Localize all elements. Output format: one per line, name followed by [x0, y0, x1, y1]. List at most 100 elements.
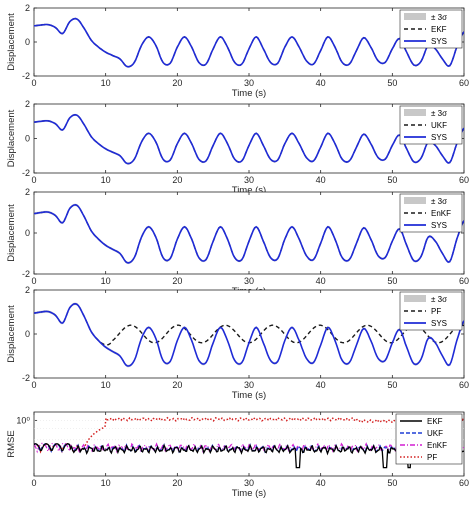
x-tick-label: 20	[172, 478, 182, 488]
legend-box	[395, 413, 463, 465]
y-tick-label: 0	[25, 228, 30, 238]
x-tick-label: 30	[244, 175, 254, 185]
y-axis-label: Displacement	[6, 13, 17, 71]
x-tick-label: 50	[387, 276, 397, 286]
y-axis-label: Displacement	[6, 204, 17, 262]
series-group	[34, 17, 464, 68]
x-tick-label: 60	[459, 478, 469, 488]
y-tick-label: -2	[22, 168, 30, 178]
plot-area	[34, 8, 464, 76]
x-tick-label: 20	[172, 276, 182, 286]
plot-area	[34, 104, 464, 173]
x-tick-label: 20	[172, 175, 182, 185]
legend-label: EKF	[427, 417, 443, 426]
x-tick-label: 60	[459, 380, 469, 390]
legend-band-swatch	[404, 109, 426, 116]
legend-band-swatch	[404, 295, 426, 302]
legend-band-swatch	[404, 13, 426, 20]
x-axis-label: Time (s)	[232, 488, 266, 499]
legend-band-swatch	[404, 197, 426, 204]
sys-line	[34, 302, 464, 367]
x-axis-label: Time (s)	[232, 390, 266, 401]
legend-label: SYS	[431, 221, 447, 230]
legend: ± 3σ EKF SYS	[399, 9, 463, 49]
x-tick-label: 30	[244, 78, 254, 88]
y-tick-label: 10⁰	[16, 415, 30, 425]
x-tick-label: 0	[31, 276, 36, 286]
enkf-rmse-line	[34, 441, 464, 454]
x-tick-label: 0	[31, 175, 36, 185]
pf-rmse-line	[34, 415, 464, 454]
x-tick-label: 10	[101, 78, 111, 88]
x-tick-label: 50	[387, 380, 397, 390]
legend-label: PF	[427, 453, 437, 462]
y-tick-label: 2	[25, 187, 30, 197]
series-group	[34, 203, 464, 265]
legend-label: SYS	[431, 319, 447, 328]
plot-area	[34, 192, 464, 274]
y-tick-label: -2	[22, 71, 30, 81]
legend-label: EKF	[431, 25, 447, 34]
legend-label: PF	[431, 307, 441, 316]
legend: ± 3σ UKF SYS	[399, 105, 463, 145]
y-axis-label: RMSE	[6, 430, 17, 457]
x-tick-label: 30	[244, 276, 254, 286]
legend: EKF UKF EnKF PF	[395, 413, 463, 465]
x-tick-label: 50	[387, 78, 397, 88]
legend-label: ± 3σ	[431, 13, 447, 22]
sys-line	[34, 113, 464, 165]
y-tick-label: 0	[25, 134, 30, 144]
x-tick-label: 40	[316, 478, 326, 488]
sys-line	[34, 203, 464, 264]
x-tick-label: 50	[387, 478, 397, 488]
legend-label: SYS	[431, 133, 447, 142]
ekf-rmse-line	[34, 443, 464, 469]
x-tick-label: 10	[101, 380, 111, 390]
legend-label: EnKF	[431, 209, 451, 218]
x-axis-label: Time (s)	[232, 185, 266, 196]
legend-label: ± 3σ	[431, 197, 447, 206]
legend: ± 3σ PF SYS	[399, 291, 463, 331]
x-tick-label: 10	[101, 276, 111, 286]
series-group	[34, 113, 464, 165]
y-axis-label: Displacement	[6, 109, 17, 167]
y-tick-label: 0	[25, 329, 30, 339]
x-tick-label: 20	[172, 380, 182, 390]
legend-label: ± 3σ	[431, 109, 447, 118]
x-tick-label: 50	[387, 175, 397, 185]
x-tick-label: 60	[459, 78, 469, 88]
panel-5: 0 10 20 30 40 50 60 10⁰ Time (s) RMSE EKF UKF EnKF PF	[6, 411, 469, 499]
x-tick-label: 60	[459, 276, 469, 286]
legend-label: SYS	[431, 37, 447, 46]
x-tick-label: 20	[172, 78, 182, 88]
x-tick-label: 10	[101, 175, 111, 185]
sys-line	[34, 17, 464, 68]
x-tick-label: 0	[31, 478, 36, 488]
y-axis-label: Displacement	[6, 305, 17, 363]
y-tick-label: 2	[25, 285, 30, 295]
legend: ± 3σ EnKF SYS	[399, 193, 463, 233]
legend-label: UKF	[431, 121, 447, 130]
y-tick-label: -2	[22, 269, 30, 279]
series-group	[34, 415, 464, 469]
x-tick-label: 0	[31, 78, 36, 88]
x-axis-label: Time (s)	[232, 88, 266, 99]
x-tick-label: 0	[31, 380, 36, 390]
legend-label: EnKF	[427, 441, 447, 450]
plot-area	[34, 290, 464, 378]
x-tick-label: 30	[244, 380, 254, 390]
y-tick-label: 2	[25, 99, 30, 109]
y-tick-label: 0	[25, 37, 30, 47]
x-tick-label: 30	[244, 478, 254, 488]
legend-label: ± 3σ	[431, 295, 447, 304]
y-tick-label: 2	[25, 3, 30, 13]
y-tick-label: -2	[22, 373, 30, 383]
x-tick-label: 40	[316, 380, 326, 390]
x-tick-label: 60	[459, 175, 469, 185]
x-tick-label: 40	[316, 175, 326, 185]
series-group	[34, 302, 464, 368]
